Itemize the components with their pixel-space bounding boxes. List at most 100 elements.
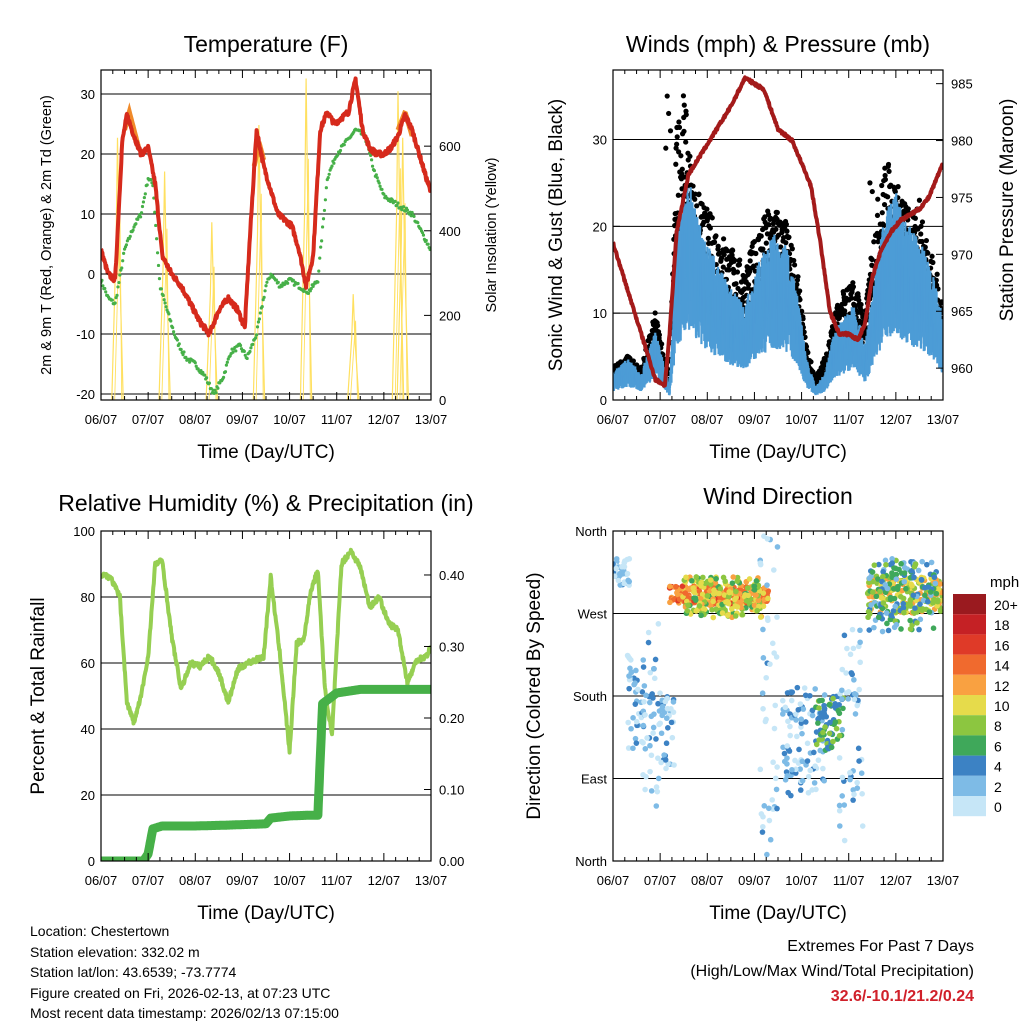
direction-point (896, 566, 902, 573)
direction-point (839, 687, 845, 694)
xtick-label: 09/07 (226, 412, 259, 427)
direction-point (769, 797, 775, 803)
gust-point (734, 269, 741, 275)
direction-point (883, 562, 889, 568)
gust-point (705, 235, 711, 241)
direction-point (793, 711, 799, 717)
humidity-xlabel: Time (Day/UTC) (197, 903, 335, 924)
direction-point (839, 666, 846, 673)
direction-point (828, 744, 835, 751)
dewpoint-point (324, 186, 328, 190)
direction-point (857, 639, 863, 646)
dewpoint-point (175, 338, 179, 342)
direction-point (667, 583, 673, 590)
dewpoint-point (416, 221, 420, 225)
gust-point (869, 188, 875, 195)
gust-point (655, 322, 661, 329)
direction-point (786, 748, 793, 754)
dewpoint-point (374, 173, 378, 177)
direction-point (619, 563, 625, 570)
direction-point (855, 745, 862, 752)
dewpoint-point (134, 222, 138, 226)
direction-point (830, 695, 836, 702)
direction-point (816, 737, 823, 743)
direction-point (766, 817, 773, 824)
direction-point (887, 594, 894, 601)
ytick-label: 30 (593, 132, 607, 147)
gust-point (886, 168, 892, 174)
direction-point (640, 722, 647, 729)
direction-point (901, 564, 908, 571)
dewpoint-point (120, 266, 124, 270)
dewpoint-point (149, 177, 153, 182)
direction-point (613, 561, 616, 567)
direction-point (933, 590, 940, 597)
direction-point (903, 585, 909, 592)
ytick-right-label: 200 (439, 308, 461, 323)
direction-point (700, 574, 706, 581)
wind-series (613, 187, 943, 396)
direction-point (625, 719, 631, 726)
direction-point (815, 757, 822, 763)
dewpoint-point (124, 243, 129, 247)
winds-ylabel: Sonic Wind & Gust (Blue, Black) (546, 99, 567, 371)
direction-point (630, 715, 636, 721)
gust-point (692, 196, 698, 202)
ytick-right-label: 965 (951, 304, 973, 319)
direction-point (721, 592, 728, 598)
direction-point (911, 574, 917, 581)
direction-point (883, 610, 890, 616)
direction-point (759, 690, 766, 697)
ytick-label: 20 (81, 147, 95, 162)
direction-point (910, 592, 917, 599)
direction-point (836, 823, 843, 829)
direction-point (898, 560, 904, 567)
dewpoint-point (263, 289, 267, 293)
direction-point (693, 574, 700, 580)
direction-point (771, 725, 778, 732)
direction-point (847, 651, 854, 658)
ytick-label: -10 (76, 327, 95, 342)
direction-point (643, 773, 649, 780)
ytick-right-label: 0.40 (439, 568, 464, 583)
direction-point (889, 560, 896, 566)
direction-point (742, 592, 748, 598)
direction-point (843, 670, 849, 676)
direction-point (931, 574, 938, 581)
dewpoint-point (238, 343, 243, 348)
colorbar-label: 20+ (994, 597, 1018, 613)
direction-point (836, 755, 843, 761)
direction-point (907, 626, 914, 632)
dewpoint-point (274, 278, 278, 282)
temperature-title: Temperature (F) (184, 31, 349, 57)
dewpoint-point (245, 356, 249, 361)
gust-point (875, 239, 881, 245)
gust-point (715, 243, 721, 249)
ytick-right-label: 985 (951, 77, 973, 92)
direction-point (809, 712, 816, 719)
dewpoint-point (283, 282, 287, 286)
colorbar-swatch (953, 614, 986, 635)
dewpoint-point (424, 238, 428, 243)
plot-frame (100, 69, 432, 401)
direction-point (691, 589, 697, 596)
direction-point (934, 603, 940, 609)
direction-point (901, 609, 907, 616)
dewpoint-point (306, 291, 311, 296)
direction-point (788, 697, 795, 704)
direction-point (617, 572, 624, 578)
dewpoint-point (330, 164, 334, 168)
direction-point (871, 624, 877, 631)
dewpoint-point (115, 293, 119, 297)
ytick-label: 100 (73, 524, 95, 539)
gust-point (867, 180, 873, 186)
dewpoint-point (405, 208, 410, 212)
gust-point (664, 93, 670, 99)
temperature-xlabel: Time (Day/UTC) (197, 442, 335, 463)
gust-point (732, 257, 738, 263)
direction-point (648, 713, 655, 720)
dewpoint-point (255, 325, 260, 329)
dewpoint-point (317, 269, 321, 273)
xtick-label: 06/07 (597, 412, 630, 427)
direction-point (657, 690, 663, 696)
